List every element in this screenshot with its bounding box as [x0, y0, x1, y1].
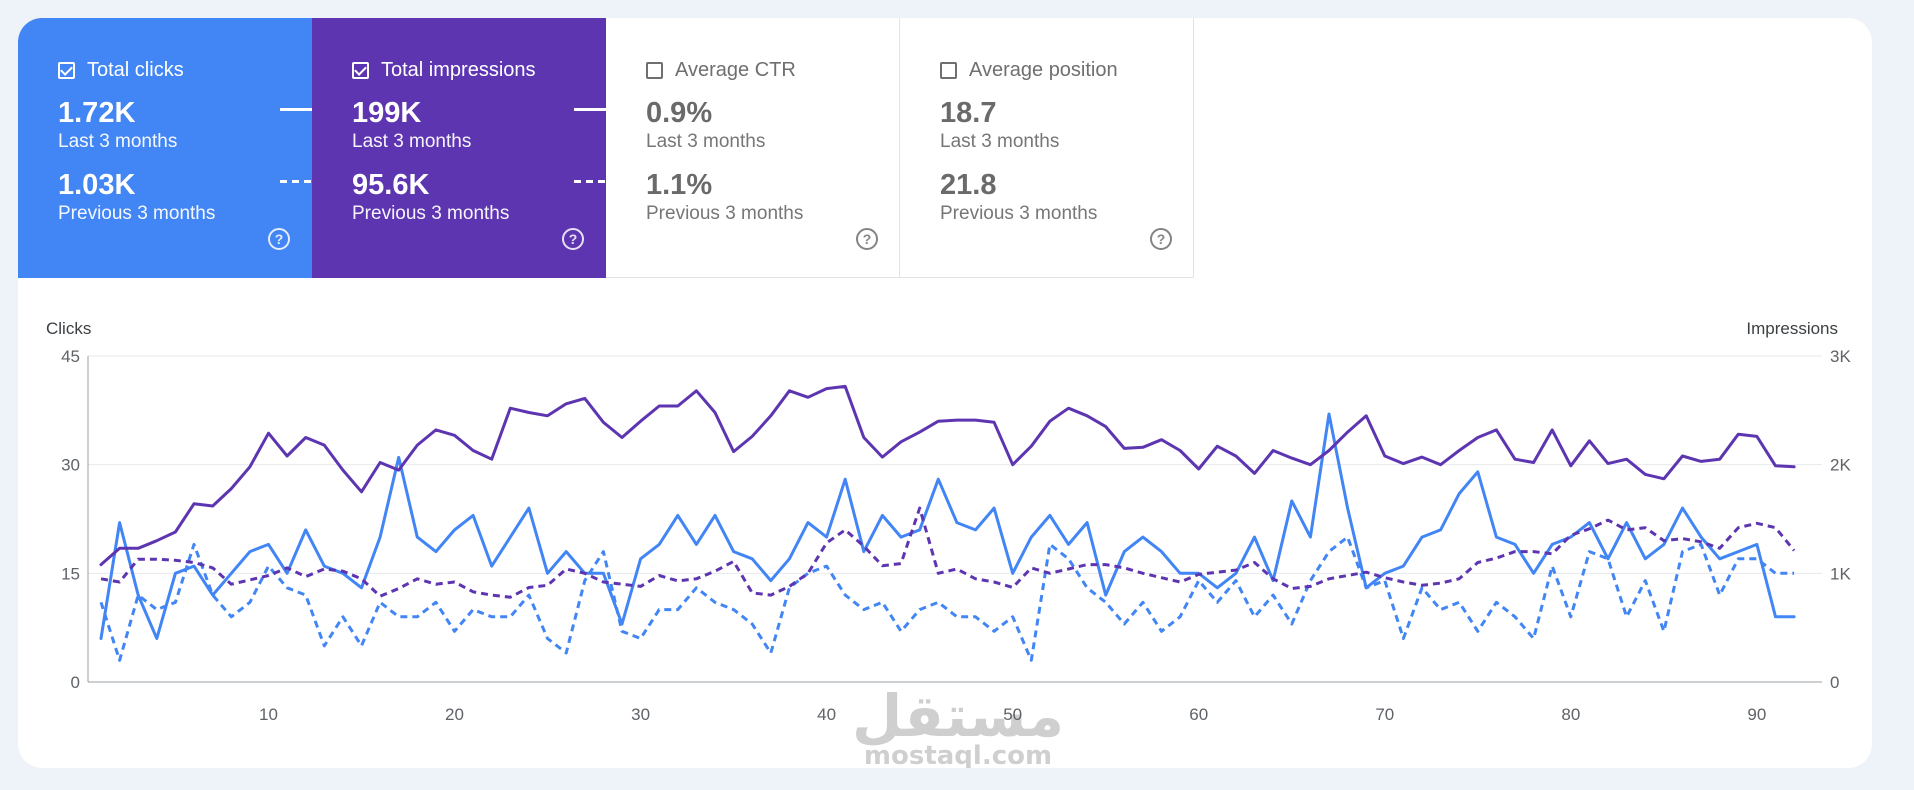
current-value: 1.72K	[58, 97, 136, 129]
checkbox-total-impressions[interactable]	[352, 61, 369, 79]
solid-line-legend-icon	[280, 108, 312, 111]
card-average-position[interactable]: Average position 18.7 Last 3 months 21.8 P…	[900, 18, 1194, 278]
x-tick-label: 10	[259, 705, 278, 724]
series-line-clicks-dashed	[99, 535, 1795, 662]
previous-value: 1.1%	[646, 169, 713, 201]
series	[99, 384, 1796, 662]
previous-period-label: Previous 3 months	[940, 203, 1098, 224]
x-tick-label: 60	[1189, 705, 1208, 724]
y-tick-label-left: 30	[61, 456, 80, 475]
axis-ticks: 0 15 30 45 0 1K 2K 3K 10 20 30 40 50 60 70 80 90	[61, 347, 1851, 724]
current-value: 0.9%	[646, 97, 713, 129]
y-axis-title-left: Clicks	[46, 319, 91, 338]
series-line-impressions-solid	[99, 384, 1796, 567]
x-tick-label: 80	[1561, 705, 1580, 724]
card-title: Average CTR	[675, 58, 796, 81]
card-total-impressions[interactable]: Total impressions 199K Last 3 months 95.6…	[312, 18, 606, 278]
current-period-label: Last 3 months	[352, 131, 472, 152]
current-value: 199K	[352, 97, 422, 129]
x-tick-label: 30	[631, 705, 650, 724]
watermark: مستقل mostaql.com	[852, 682, 1064, 768]
x-tick-label: 20	[445, 705, 464, 724]
x-tick-label: 50	[1003, 705, 1022, 724]
performance-panel: Total clicks 1.72K Last 3 months 1.03K Pre…	[18, 18, 1872, 768]
watermark-latin: mostaql.com	[864, 741, 1052, 768]
series-line-clicks-solid	[99, 412, 1796, 640]
previous-value: 21.8	[940, 169, 997, 201]
solid-line-legend-icon	[574, 108, 606, 111]
performance-chart: Clicks Impressions 0 15 30 45 0 1K 2K 3K 10 20 30 4…	[46, 319, 1851, 768]
y-tick-label-right: 2K	[1830, 456, 1851, 475]
y-tick-label-left: 0	[71, 673, 80, 692]
checkbox-average-ctr[interactable]	[646, 61, 663, 79]
checkbox-total-clicks[interactable]	[58, 61, 75, 79]
card-title: Total clicks	[87, 58, 184, 81]
x-tick-label: 40	[817, 705, 836, 724]
y-tick-label-right: 3K	[1830, 347, 1851, 366]
card-average-ctr[interactable]: Average CTR 0.9% Last 3 months 1.1% Previo…	[606, 18, 900, 278]
x-tick-label: 70	[1375, 705, 1394, 724]
current-value: 18.7	[940, 97, 997, 129]
card-title: Average position	[969, 58, 1118, 81]
card-total-clicks[interactable]: Total clicks 1.72K Last 3 months 1.03K Pre…	[18, 18, 312, 278]
y-tick-label-left: 45	[61, 347, 80, 366]
y-tick-label-right: 0	[1830, 673, 1839, 692]
x-tick-label: 90	[1747, 705, 1766, 724]
previous-period-label: Previous 3 months	[58, 203, 216, 224]
previous-value: 1.03K	[58, 169, 136, 201]
help-icon[interactable]: ?	[1150, 228, 1172, 250]
dashed-line-legend-icon	[574, 180, 606, 183]
current-period-label: Last 3 months	[646, 131, 766, 152]
help-icon[interactable]: ?	[562, 228, 584, 250]
metric-cards: Total clicks 1.72K Last 3 months 1.03K Pre…	[18, 18, 1194, 278]
y-tick-label-left: 15	[61, 564, 80, 583]
current-period-label: Last 3 months	[940, 131, 1060, 152]
y-axis-title-right: Impressions	[1746, 319, 1838, 338]
current-period-label: Last 3 months	[58, 131, 178, 152]
dashed-line-legend-icon	[280, 180, 312, 183]
previous-period-label: Previous 3 months	[352, 203, 510, 224]
watermark-arabic: مستقل	[852, 682, 1064, 750]
previous-period-label: Previous 3 months	[646, 203, 804, 224]
y-tick-label-right: 1K	[1830, 564, 1851, 583]
series-line-impressions-dashed	[100, 506, 1796, 599]
help-icon[interactable]: ?	[268, 228, 290, 250]
previous-value: 95.6K	[352, 169, 430, 201]
help-icon[interactable]: ?	[856, 228, 878, 250]
checkbox-average-position[interactable]	[940, 61, 957, 79]
card-title: Total impressions	[381, 58, 536, 81]
